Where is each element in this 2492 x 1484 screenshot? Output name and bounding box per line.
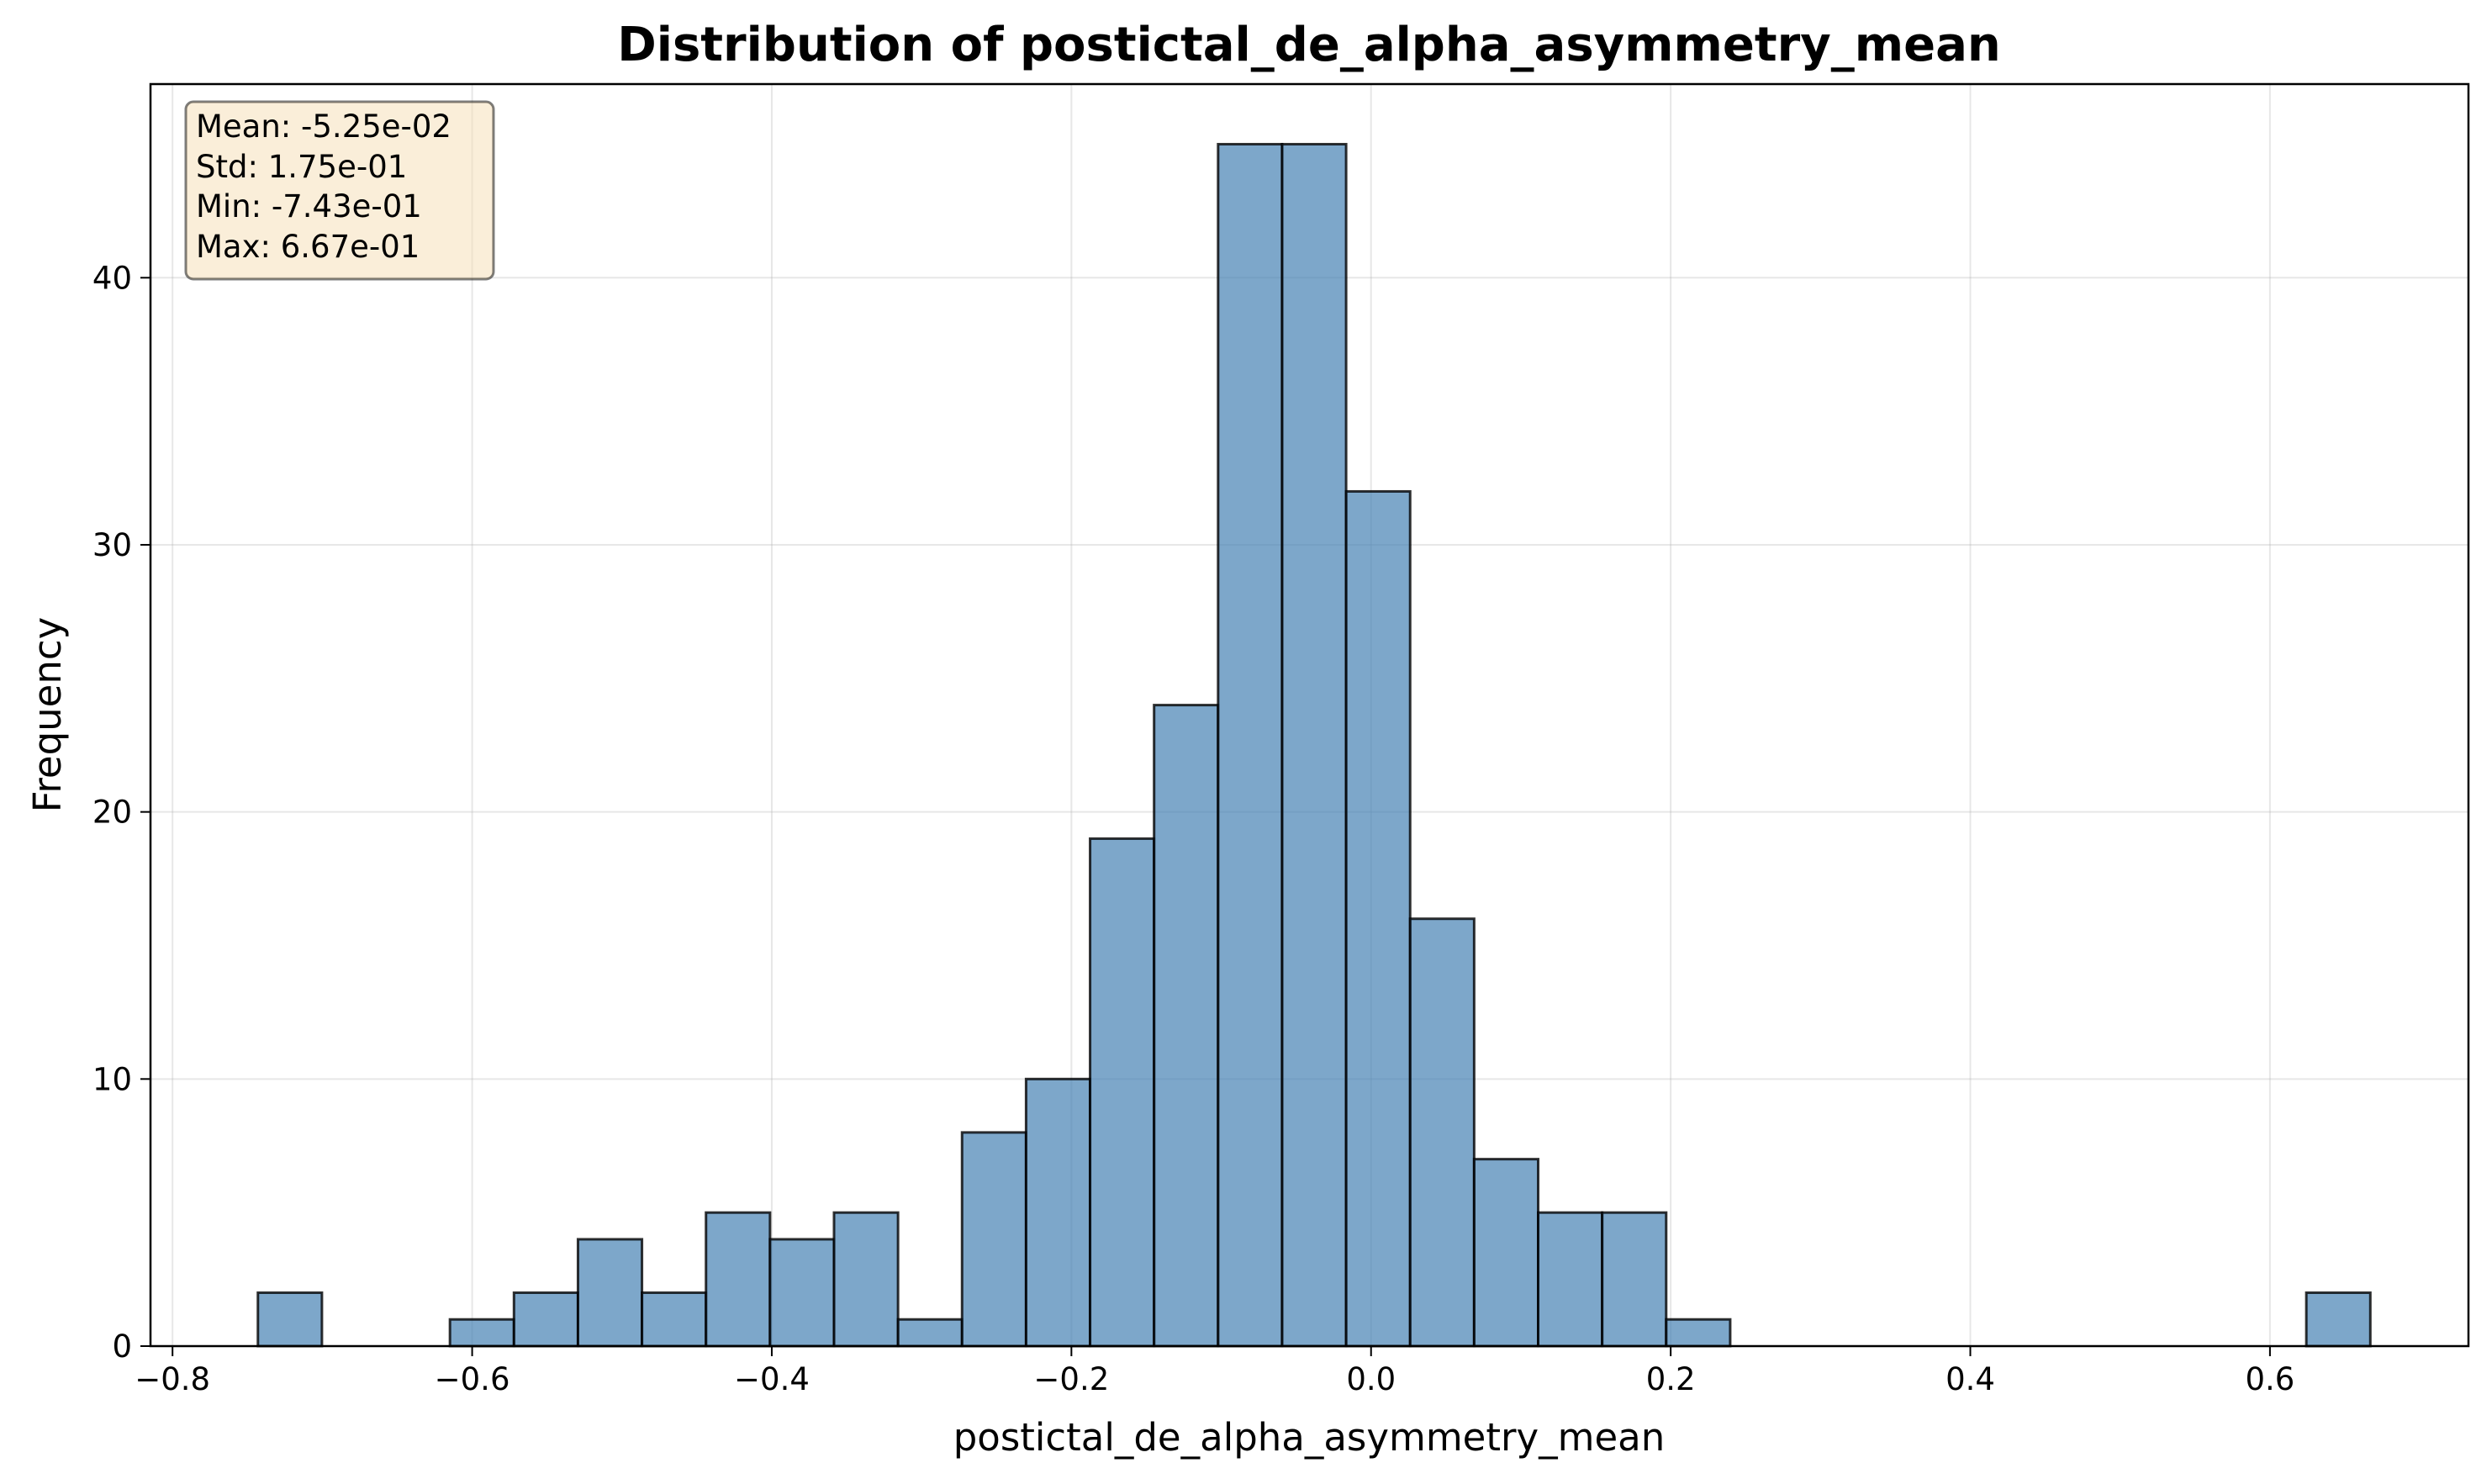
stats-std: Std: 1.75e-01 bbox=[196, 149, 407, 185]
histogram-bar bbox=[960, 1131, 1027, 1348]
chart-title: Distribution of postictal_de_alpha_asymm… bbox=[617, 18, 2000, 72]
histogram-bar bbox=[1089, 837, 1156, 1348]
plot-frame bbox=[149, 82, 2470, 1348]
histogram-bar bbox=[641, 1291, 708, 1348]
histogram-bar bbox=[1344, 489, 1412, 1348]
histogram-bar bbox=[448, 1318, 515, 1348]
histogram-bar bbox=[256, 1291, 324, 1348]
y-tick-label: 20 bbox=[92, 795, 132, 831]
y-tick-label: 40 bbox=[92, 260, 132, 296]
histogram-bar bbox=[1601, 1211, 1668, 1348]
stats-box-background bbox=[184, 100, 495, 281]
x-tick-label: −0.4 bbox=[734, 1361, 810, 1397]
histogram-bar bbox=[1408, 917, 1476, 1348]
y-tick-label: 30 bbox=[92, 527, 132, 563]
y-axis-ticks: 0 10 20 30 40 bbox=[92, 260, 150, 1365]
y-tick-label: 10 bbox=[92, 1061, 132, 1097]
histogram-bar bbox=[1153, 704, 1220, 1348]
x-axis-label: postictal_de_alpha_asymmetry_mean bbox=[953, 1415, 1666, 1460]
y-axis-label: Frequency bbox=[25, 617, 70, 812]
x-tick-label: 0.2 bbox=[1646, 1361, 1696, 1397]
histogram-bar bbox=[1217, 142, 1284, 1348]
histogram-bar bbox=[576, 1238, 644, 1348]
stats-box: Mean: -5.25e-02 Std: 1.75e-01 Min: -7.43… bbox=[184, 100, 495, 281]
histogram-bar bbox=[1024, 1077, 1092, 1348]
x-tick-label: 0.0 bbox=[1346, 1361, 1396, 1397]
x-axis-ticks: −0.8 −0.6 −0.4 −0.2 0.0 0.2 0.4 0.6 bbox=[135, 1346, 2294, 1397]
stats-mean: Mean: -5.25e-02 bbox=[196, 108, 451, 145]
histogram-bar bbox=[1665, 1318, 1732, 1348]
histogram-bar bbox=[1472, 1158, 1540, 1348]
x-tick-label: −0.6 bbox=[435, 1361, 510, 1397]
x-tick-label: 0.4 bbox=[1946, 1361, 1995, 1397]
histogram-bars bbox=[256, 142, 2372, 1348]
histogram-bar bbox=[705, 1211, 772, 1348]
stats-max: Max: 6.67e-01 bbox=[196, 229, 420, 265]
x-tick-label: −0.8 bbox=[135, 1361, 210, 1397]
histogram-bar bbox=[1537, 1211, 1604, 1348]
stats-min: Min: -7.43e-01 bbox=[196, 188, 422, 224]
histogram-bar bbox=[2305, 1291, 2372, 1348]
histogram-bar bbox=[896, 1318, 964, 1348]
y-tick-label: 0 bbox=[112, 1328, 132, 1365]
x-tick-label: −0.2 bbox=[1033, 1361, 1109, 1397]
histogram-bar bbox=[1280, 142, 1348, 1348]
histogram-bar bbox=[512, 1291, 579, 1348]
histogram-bar bbox=[768, 1238, 836, 1348]
histogram-bar bbox=[832, 1211, 900, 1348]
x-tick-label: 0.6 bbox=[2245, 1361, 2294, 1397]
